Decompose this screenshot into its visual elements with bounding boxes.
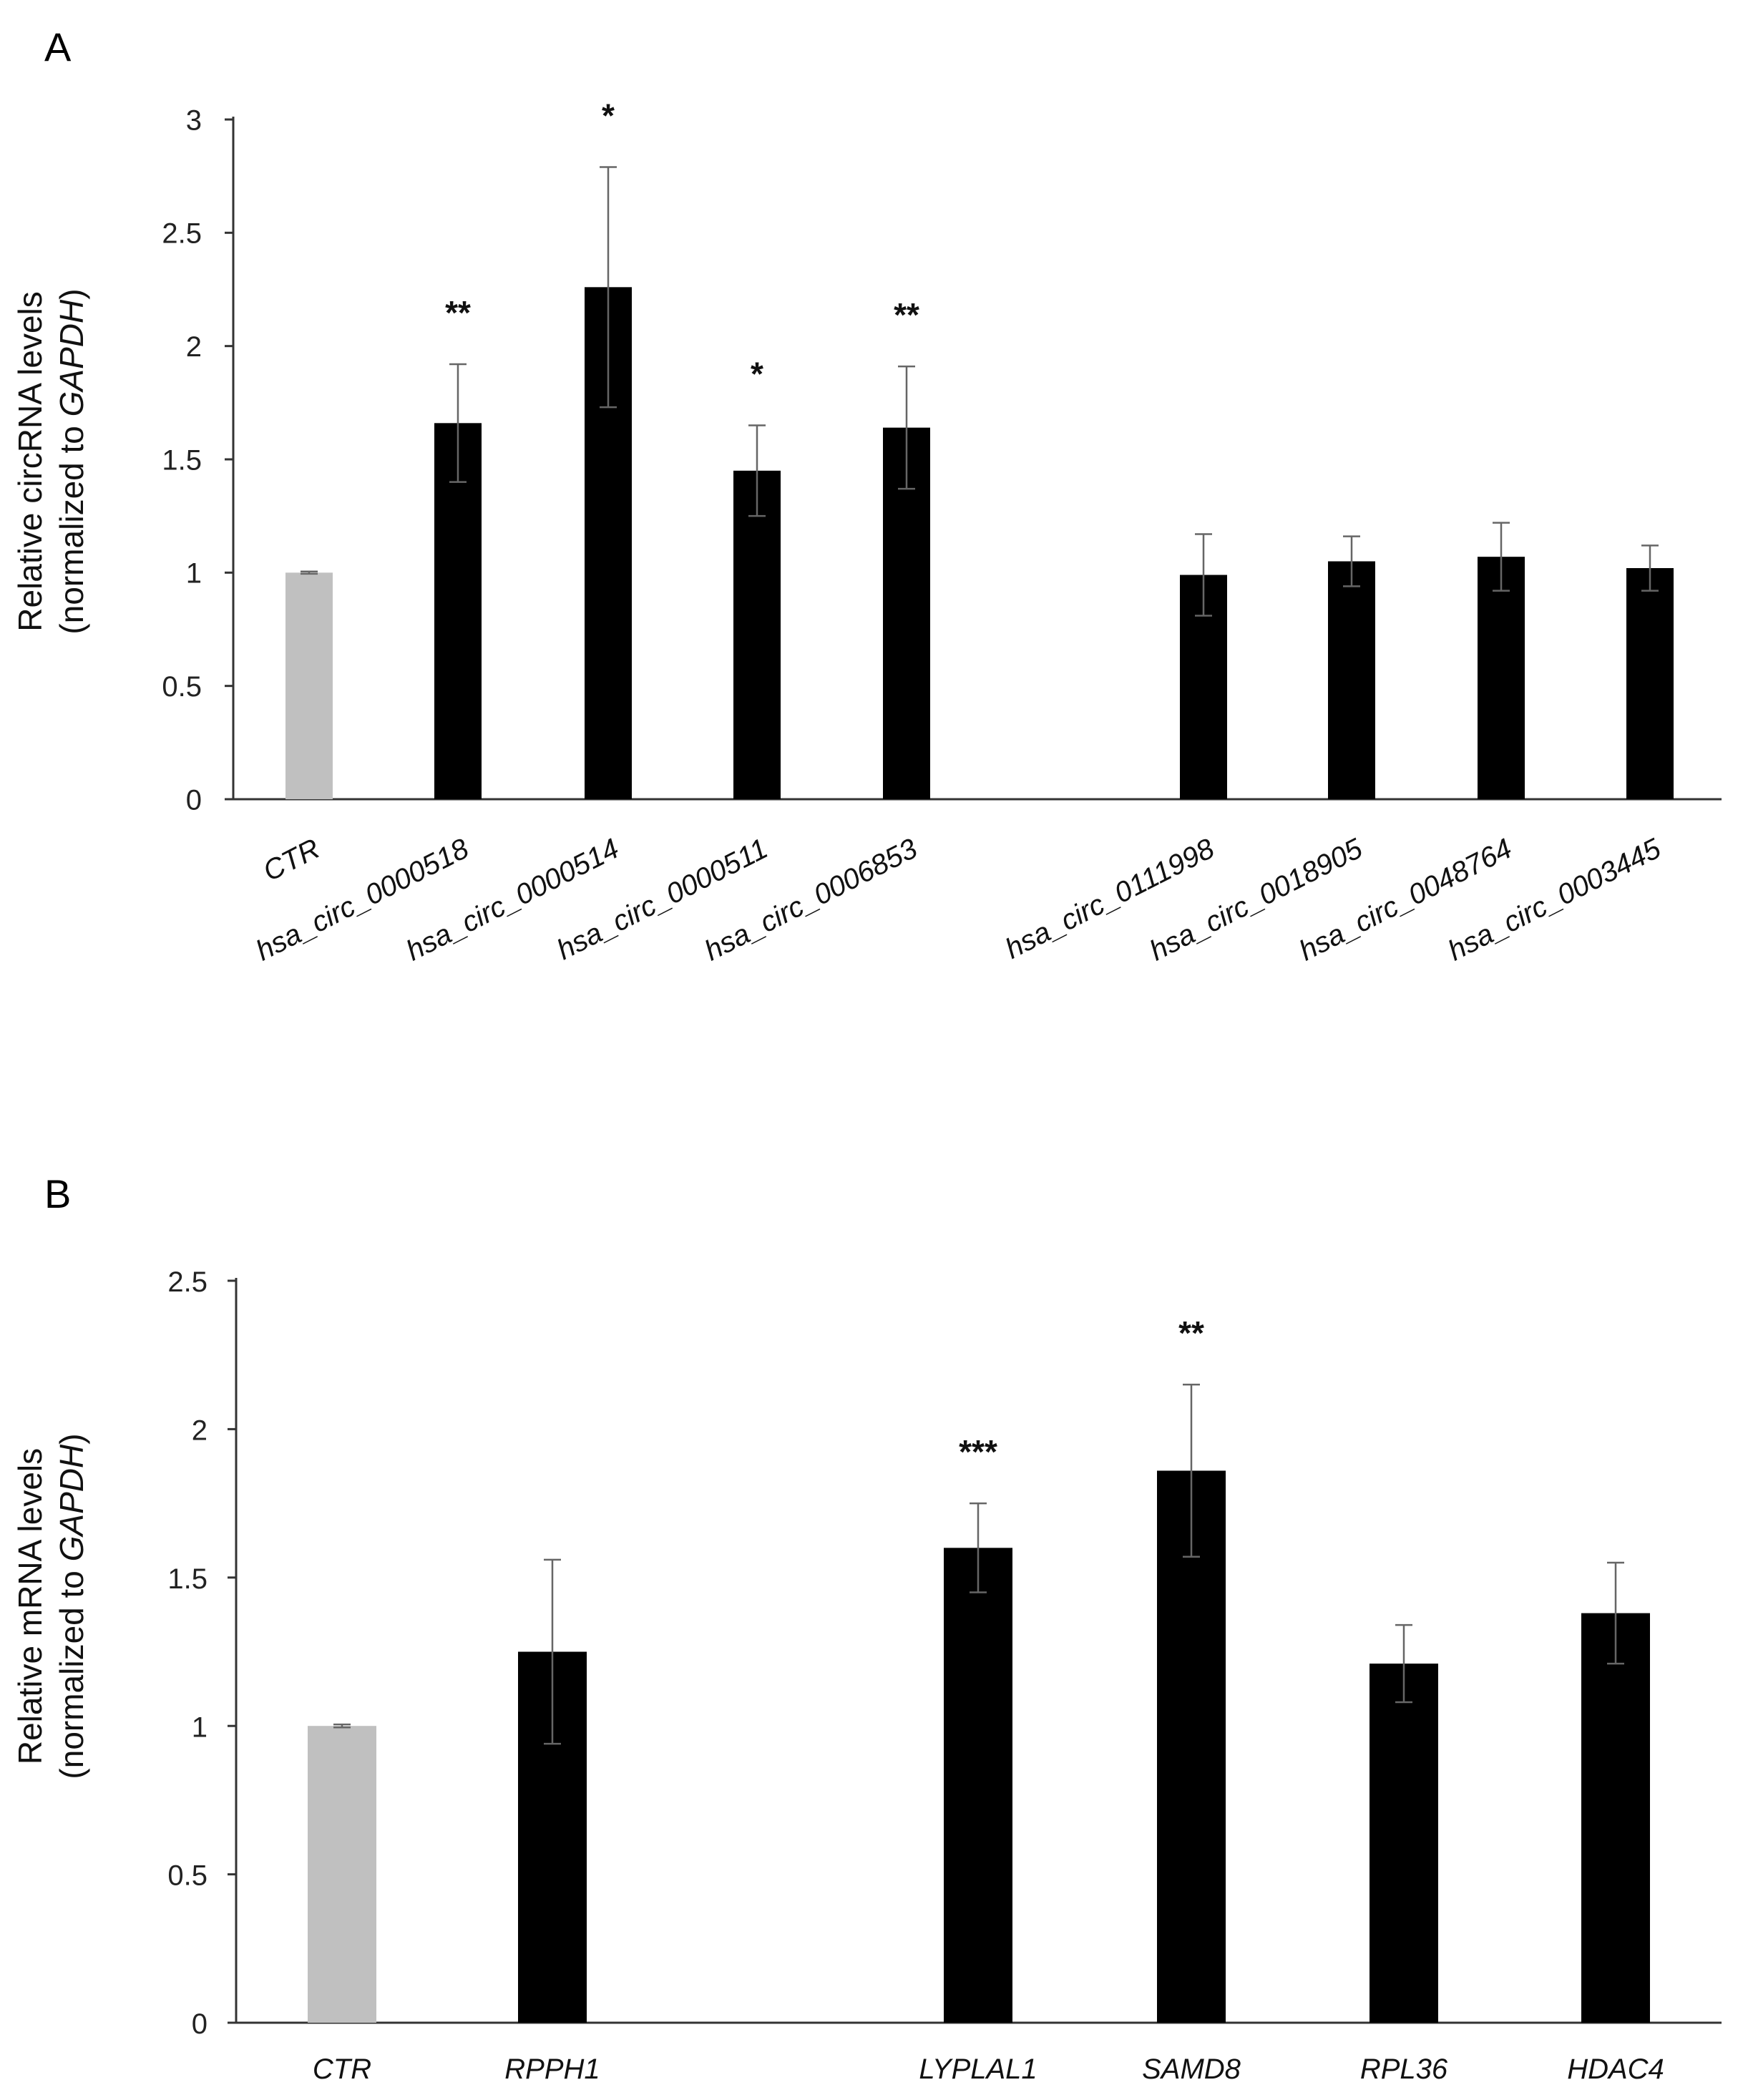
panel-a-y-tick-label: 0	[186, 784, 202, 816]
panel-a-ylabel-line1: Relative circRNA levels	[11, 291, 49, 631]
panel-b-y-tick-label: 0	[192, 2008, 208, 2040]
panel-a-significance-label: **	[894, 296, 919, 333]
panel-a-significance-label: *	[602, 97, 615, 135]
panel-b-chart: 0 0.5 1 1.5 2 2.5 CTR RPPH1 *** LYPLAL1 ** SAMD8 RPL…	[167, 1266, 1722, 2085]
panel-a-bar	[1328, 561, 1375, 799]
panel-b-y-tick-label: 1.5	[167, 1563, 208, 1595]
panel-b-ylabel: Relative mRNA levels (normalized to GAPD…	[11, 1433, 90, 1779]
panel-b-bar	[1581, 1613, 1650, 2023]
panel-b-category-label: RPPH1	[504, 2053, 600, 2085]
panel-a-y-tick-label: 1.5	[162, 444, 202, 476]
panel-b-bar	[1370, 1664, 1438, 2023]
panel-a-significance-label: *	[751, 356, 763, 393]
panel-a-chart: 00.511.522.53CTR**hsa_circ_0000518*hsa_c…	[162, 97, 1722, 967]
panel-b-y-tick-label: 2.5	[167, 1266, 208, 1298]
panel-b-ylabel-line2: (normalized to GAPDH)	[53, 1433, 90, 1779]
panel-b-category-label: HDAC4	[1567, 2053, 1664, 2085]
panel-a-y-tick-label: 1	[186, 558, 202, 590]
panel-a-bar	[1626, 568, 1674, 799]
panel-a-y-tick-label: 2	[186, 331, 202, 363]
panel-b-bar	[1157, 1470, 1226, 2023]
panel-b-ylabel-line1: Relative mRNA levels	[11, 1448, 49, 1764]
panel-b-bar	[308, 1726, 376, 2023]
panel-b-significance-label: **	[1178, 1314, 1204, 1352]
panel-b-y-tick-label: 1	[192, 1711, 208, 1743]
panel-a-bar	[1478, 557, 1525, 799]
panel-a-bar	[285, 572, 333, 799]
panel-b-y-tick-label: 2	[192, 1415, 208, 1447]
panel-a-significance-label: **	[445, 294, 471, 331]
panel-b-y-tick-label: 0.5	[167, 1860, 208, 1892]
panel-a-y-tick-label: 2.5	[162, 218, 202, 250]
panel-b-category-label: LYPLAL1	[919, 2053, 1037, 2085]
panel-a-ylabel: Relative circRNA levels (normalized to G…	[11, 288, 90, 634]
panel-a-ylabel-line2: (normalized to GAPDH)	[53, 288, 90, 634]
panel-b-significance-label: ***	[959, 1433, 997, 1470]
panel-a-y-tick-label: 0.5	[162, 671, 202, 703]
panel-label-b: B	[44, 1171, 71, 1216]
panel-b-category-label: RPL36	[1360, 2053, 1448, 2085]
panel-b-bar	[944, 1548, 1012, 2023]
panel-b-category-label: CTR	[313, 2053, 371, 2085]
panel-a-bar	[434, 423, 482, 799]
panel-label-a: A	[44, 24, 72, 69]
panel-a-y-tick-label: 3	[186, 104, 202, 136]
panel-b-category-label: SAMD8	[1142, 2053, 1241, 2085]
panel-a-bar	[733, 470, 781, 799]
panel-a-category-label: CTR	[258, 833, 325, 888]
